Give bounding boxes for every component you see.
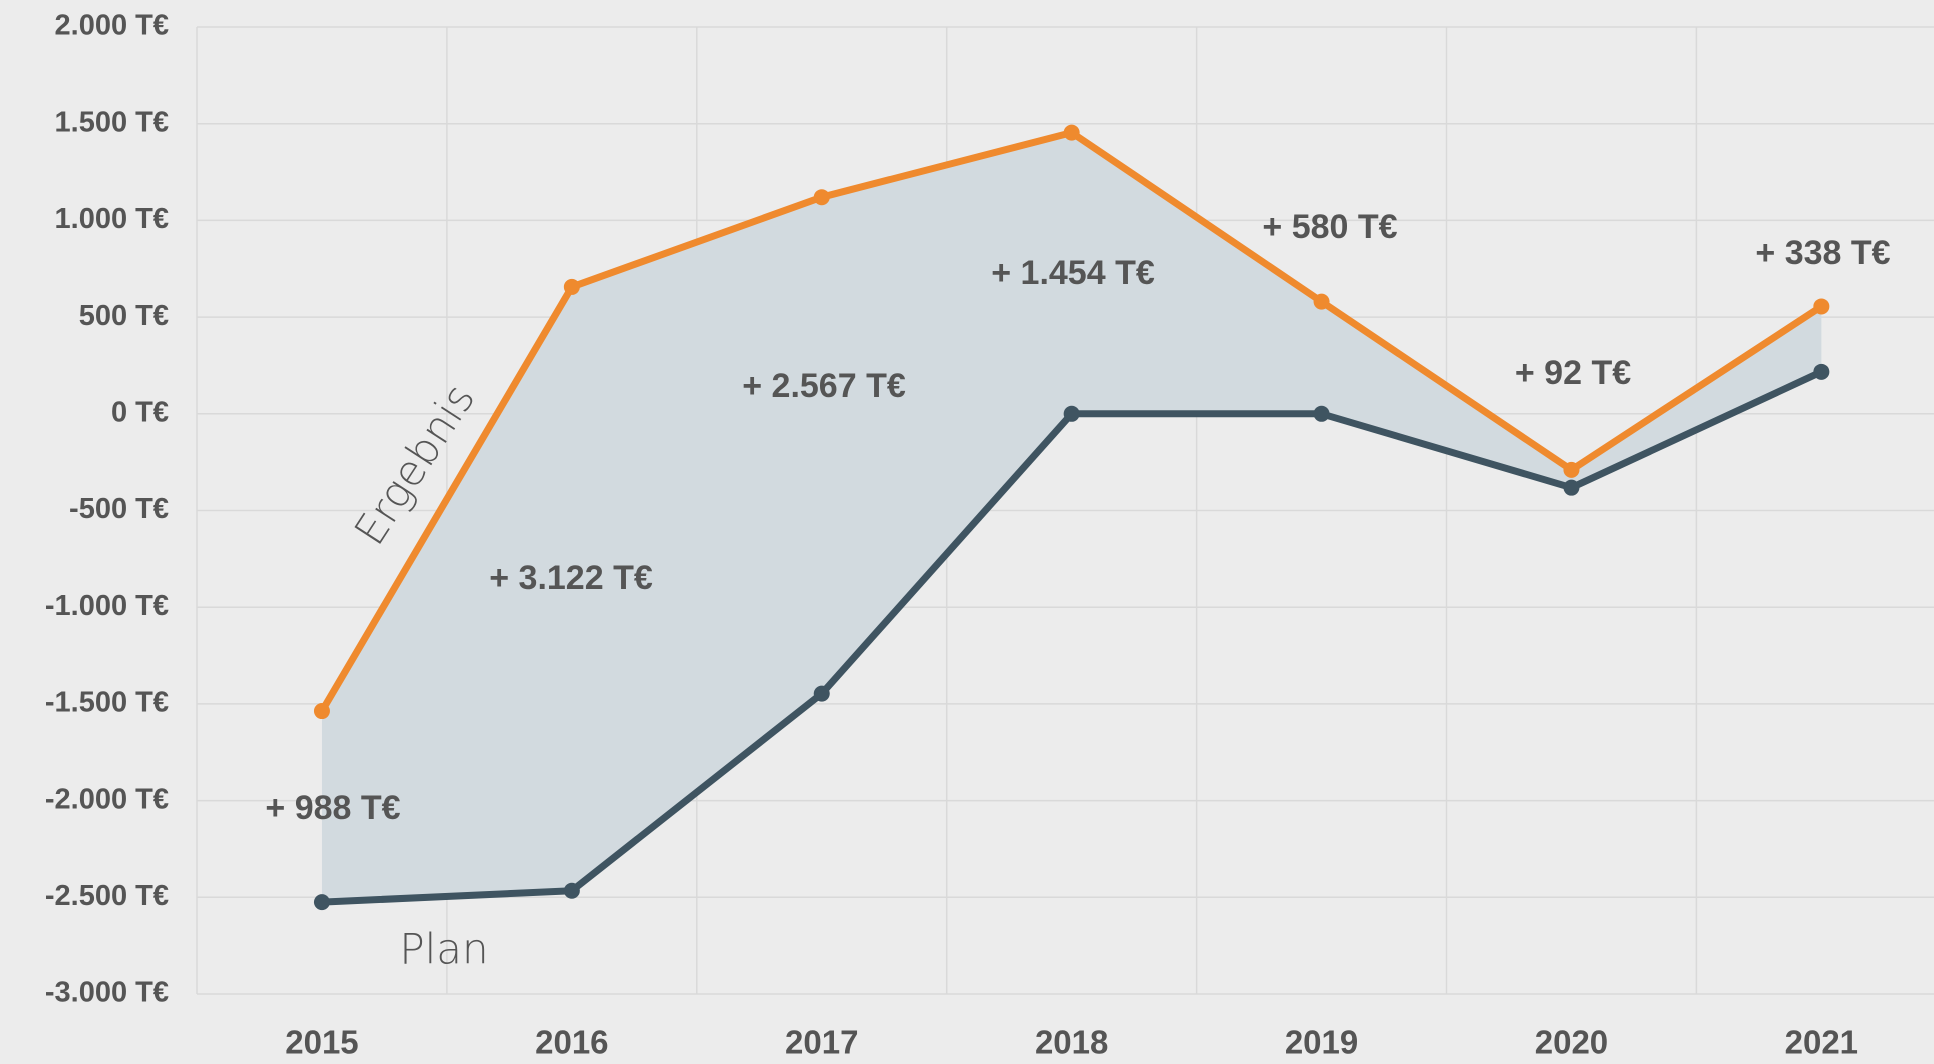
point bbox=[1063, 124, 1080, 141]
difference-label: + 338 T€ bbox=[1755, 234, 1890, 272]
point bbox=[1813, 298, 1830, 315]
point bbox=[1813, 363, 1830, 380]
y-tick-label: 2.000 T€ bbox=[55, 10, 169, 42]
difference-label: + 3.122 T€ bbox=[489, 559, 653, 597]
point bbox=[813, 189, 830, 206]
x-tick-label: 2021 bbox=[1785, 1024, 1858, 1061]
point bbox=[1063, 405, 1080, 422]
point bbox=[563, 882, 580, 899]
difference-area bbox=[321, 132, 1822, 903]
point bbox=[1313, 405, 1330, 422]
y-tick-label: 1.000 T€ bbox=[55, 203, 169, 235]
point bbox=[313, 894, 330, 911]
x-tick-label: 2017 bbox=[785, 1024, 858, 1061]
difference-label: + 988 T€ bbox=[265, 789, 400, 827]
y-tick-label: -1.500 T€ bbox=[45, 687, 169, 719]
y-tick-label: 1.500 T€ bbox=[55, 106, 169, 138]
y-tick-label: -500 T€ bbox=[69, 493, 169, 525]
point bbox=[1313, 293, 1330, 310]
difference-label: + 1.454 T€ bbox=[991, 254, 1155, 292]
y-tick-label: -2.500 T€ bbox=[45, 880, 169, 912]
x-tick-label: 2016 bbox=[535, 1024, 608, 1061]
x-tick-label: 2015 bbox=[285, 1024, 358, 1061]
series-label: Plan bbox=[399, 925, 488, 974]
difference-label: + 580 T€ bbox=[1262, 208, 1397, 246]
y-tick-label: -2.000 T€ bbox=[45, 783, 169, 815]
y-tick-label: 0 T€ bbox=[111, 396, 169, 428]
y-tick-label: -3.000 T€ bbox=[45, 977, 169, 1009]
difference-label: + 92 T€ bbox=[1515, 354, 1631, 392]
point bbox=[1563, 461, 1580, 478]
y-tick-label: 500 T€ bbox=[79, 300, 169, 332]
point bbox=[563, 278, 580, 295]
y-tick-label: -1.000 T€ bbox=[45, 590, 169, 622]
difference-label: + 2.567 T€ bbox=[742, 367, 906, 405]
x-tick-label: 2020 bbox=[1535, 1024, 1608, 1061]
x-tick-label: 2019 bbox=[1285, 1024, 1358, 1061]
point bbox=[313, 703, 330, 720]
point bbox=[1563, 479, 1580, 496]
x-tick-label: 2018 bbox=[1035, 1024, 1108, 1061]
point bbox=[813, 685, 830, 702]
